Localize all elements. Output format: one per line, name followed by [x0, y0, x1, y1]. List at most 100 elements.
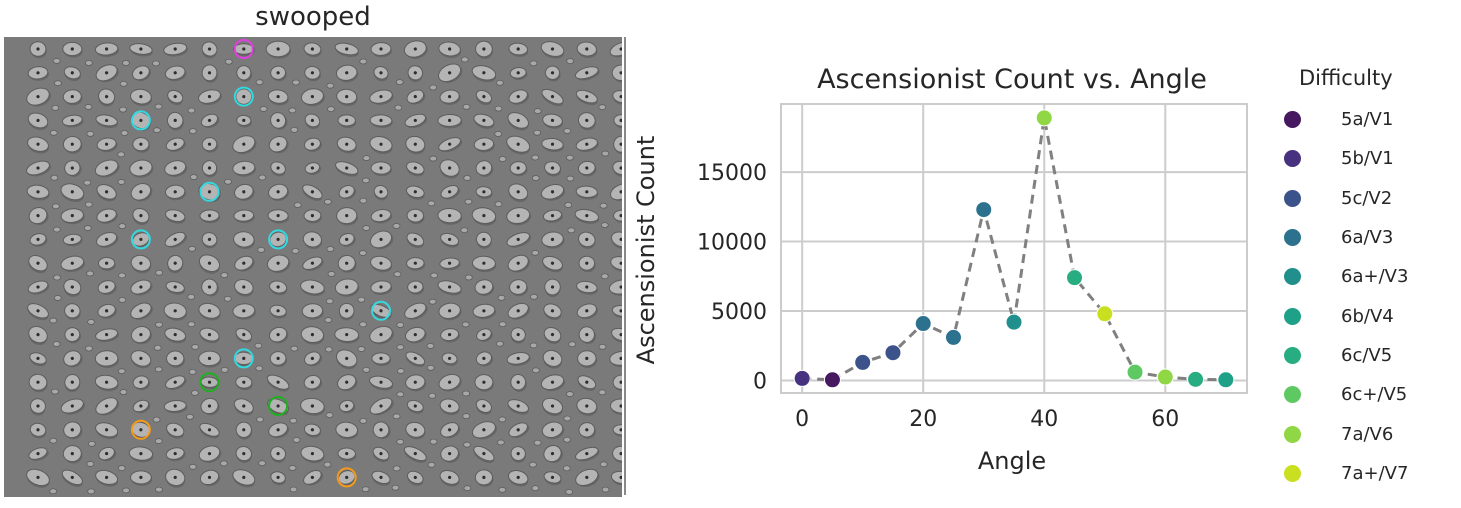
hold [304, 351, 323, 367]
hold [578, 326, 596, 344]
small-hold [224, 178, 232, 185]
hold [270, 446, 287, 463]
hold [439, 159, 460, 179]
hold [543, 303, 562, 320]
hold [508, 422, 530, 438]
small-hold [122, 487, 130, 494]
hold [369, 230, 394, 250]
hold [28, 207, 49, 226]
hold [405, 185, 425, 200]
small-hold [118, 297, 127, 303]
small-hold [362, 225, 371, 231]
hold [438, 41, 462, 59]
hold [130, 183, 153, 202]
small-hold [325, 412, 334, 418]
small-hold [566, 175, 575, 182]
small-hold [357, 346, 366, 352]
small-hold [49, 488, 58, 495]
hold [406, 470, 424, 486]
small-hold [288, 107, 297, 114]
hold [334, 278, 360, 297]
hold [198, 445, 222, 463]
hold [269, 304, 287, 319]
hold [543, 326, 562, 344]
hold [27, 280, 50, 295]
circled-hold-hand [130, 229, 151, 250]
hold [544, 65, 561, 82]
legend-label: 6c/V5 [1341, 344, 1393, 366]
small-hold [187, 107, 196, 114]
hold [405, 374, 427, 392]
hold [60, 208, 85, 225]
hold [303, 423, 322, 438]
small-hold [533, 439, 542, 446]
hold [540, 184, 566, 201]
hold [372, 446, 390, 463]
small-hold [392, 465, 401, 472]
hold [200, 397, 220, 416]
hold [407, 280, 425, 295]
small-hold [119, 106, 127, 113]
small-hold [186, 413, 194, 420]
small-hold [392, 413, 401, 420]
hold [334, 327, 360, 344]
small-hold [153, 344, 162, 351]
hold [610, 470, 622, 486]
small-hold [461, 321, 470, 328]
legend-label: 6b/V4 [1341, 305, 1394, 327]
hold [60, 183, 85, 202]
hold [302, 231, 323, 250]
hold [98, 88, 116, 107]
hold [336, 136, 357, 154]
small-hold [565, 154, 574, 161]
hold [128, 446, 154, 463]
hold [94, 374, 119, 392]
hold [337, 114, 357, 128]
hold [510, 373, 527, 392]
hold [303, 470, 324, 486]
hold [613, 135, 622, 155]
x-tick-label: 40 [1030, 407, 1058, 432]
hold [610, 183, 622, 202]
legend-label: 6c+/V5 [1341, 384, 1408, 406]
small-hold [256, 416, 264, 423]
data-point [1096, 305, 1114, 323]
legend-label: 6a/V3 [1341, 227, 1394, 249]
small-hold [426, 364, 435, 371]
hold [575, 137, 599, 153]
hold [199, 422, 220, 439]
hold [267, 209, 290, 224]
small-hold [293, 202, 302, 209]
hold [267, 89, 289, 106]
hold [541, 397, 564, 417]
hold [166, 350, 185, 368]
small-hold [191, 344, 200, 350]
small-hold [223, 295, 232, 302]
hold [199, 327, 220, 344]
small-hold [566, 391, 574, 397]
small-hold [494, 105, 503, 112]
circled-hold-finish [233, 39, 254, 59]
hold [474, 374, 494, 392]
small-hold [533, 108, 542, 114]
hold [544, 161, 562, 177]
small-hold [362, 366, 371, 373]
hold [235, 446, 252, 463]
hold [440, 232, 460, 248]
small-hold [563, 128, 572, 134]
small-hold [362, 177, 370, 184]
hold [406, 89, 426, 105]
legend-item: 6c+/V5 [1282, 375, 1452, 414]
small-hold [117, 151, 126, 158]
small-hold [462, 413, 471, 420]
hold [198, 89, 222, 106]
hold [471, 255, 497, 273]
data-point [793, 369, 811, 387]
hold [509, 279, 529, 297]
hold [578, 231, 596, 249]
hold [544, 278, 561, 298]
small-hold [290, 126, 299, 133]
hold [406, 208, 425, 225]
hold [232, 135, 257, 155]
hold [164, 327, 187, 344]
